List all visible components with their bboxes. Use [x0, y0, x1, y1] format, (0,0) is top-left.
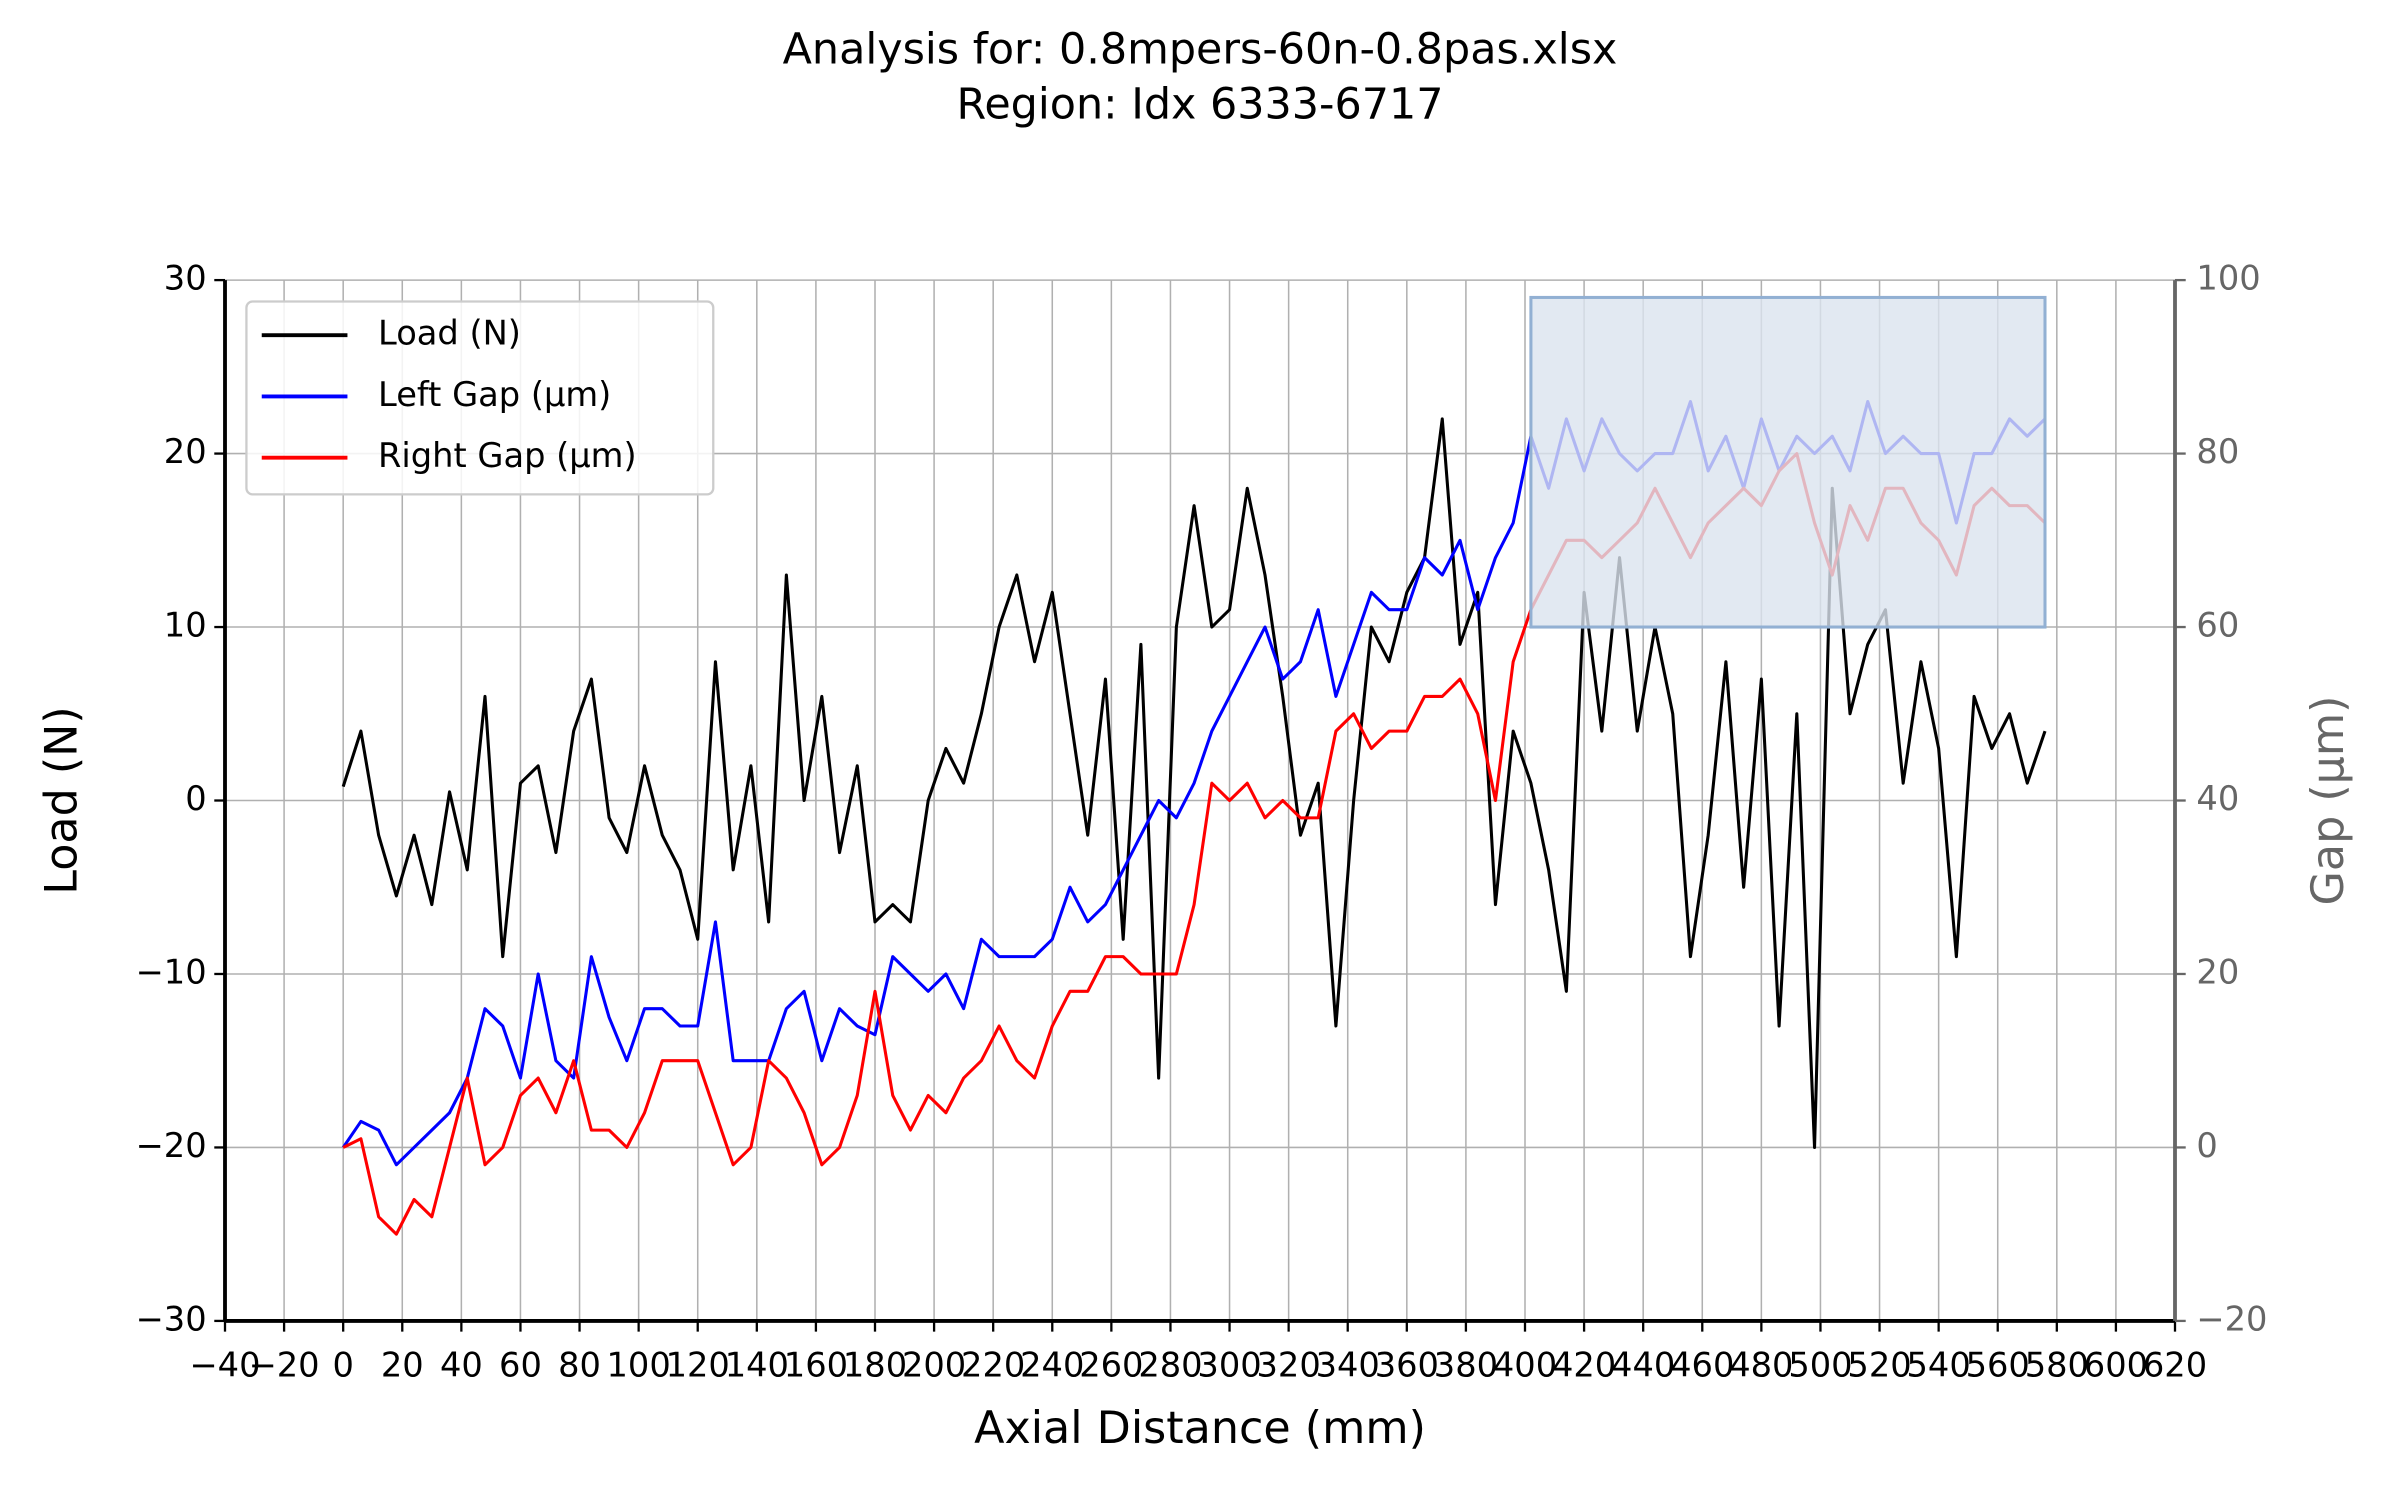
chart-subtitle: Region: Idx 6333-6717: [956, 80, 1443, 130]
y-tick-label: −20: [136, 1126, 207, 1165]
legend-box: [245, 300, 715, 496]
x-tick-label: 220: [961, 1345, 1025, 1384]
x-tick-label: −40: [189, 1345, 260, 1384]
x-tick-label: 560: [1966, 1345, 2030, 1384]
x-tick-label: 520: [1847, 1345, 1911, 1384]
y-axis-label: Load (N): [36, 706, 87, 894]
y2-tick-label: 80: [2196, 432, 2239, 471]
x-tick-label: 20: [381, 1345, 424, 1384]
x-tick-label: 280: [1138, 1345, 1202, 1384]
y2-tick-label: 40: [2196, 779, 2239, 818]
x-tick-label: 140: [725, 1345, 789, 1384]
chart-title: Analysis for: 0.8mpers-60n-0.8pas.xlsx: [783, 25, 1618, 75]
y2-tick-label: 60: [2196, 606, 2239, 645]
highlight-region: [1529, 295, 2047, 629]
x-tick-label: 40: [440, 1345, 483, 1384]
x-tick-label: 300: [1197, 1345, 1261, 1384]
x-tick-label: 0: [332, 1345, 353, 1384]
x-tick-label: 320: [1257, 1345, 1321, 1384]
x-tick-label: 600: [2084, 1345, 2148, 1384]
y2-tick-label: 20: [2196, 952, 2239, 991]
x-tick-label: 60: [499, 1345, 542, 1384]
x-tick-label: 400: [1493, 1345, 1557, 1384]
x-tick-label: 160: [784, 1345, 848, 1384]
x-tick-label: 440: [1611, 1345, 1675, 1384]
x-tick-label: 420: [1552, 1345, 1616, 1384]
x-tick-label: 180: [843, 1345, 907, 1384]
legend-label: Load (N): [378, 314, 521, 353]
x-tick-label: 120: [666, 1345, 730, 1384]
x-tick-label: 360: [1375, 1345, 1439, 1384]
x-tick-label: 480: [1729, 1345, 1793, 1384]
x-tick-label: 460: [1670, 1345, 1734, 1384]
y-tick-label: 30: [164, 259, 207, 298]
y2-tick-label: −20: [2196, 1299, 2267, 1338]
y-tick-label: −10: [136, 952, 207, 991]
y-tick-label: 0: [185, 779, 206, 818]
x-tick-label: 260: [1079, 1345, 1143, 1384]
y2-axis-label: Gap (µm): [2303, 696, 2354, 906]
y-tick-label: 10: [164, 606, 207, 645]
x-tick-label: 540: [1907, 1345, 1971, 1384]
y2-tick-label: 100: [2196, 259, 2260, 298]
series-line: [341, 417, 2047, 1149]
y-tick-label: −30: [136, 1299, 207, 1338]
x-tick-label: 580: [2025, 1345, 2089, 1384]
x-tick-label: 80: [558, 1345, 601, 1384]
x-tick-label: 240: [1020, 1345, 1084, 1384]
x-axis-label: Axial Distance (mm): [974, 1403, 1426, 1454]
y2-tick-label: 0: [2196, 1126, 2217, 1165]
x-tick-label: 200: [902, 1345, 966, 1384]
legend-label: Right Gap (µm): [378, 436, 637, 475]
legend-label: Left Gap (µm): [378, 375, 611, 414]
y-tick-label: 20: [164, 432, 207, 471]
x-tick-label: 620: [2143, 1345, 2207, 1384]
x-tick-label: 100: [607, 1345, 671, 1384]
x-tick-label: 380: [1434, 1345, 1498, 1384]
x-tick-label: 500: [1788, 1345, 1852, 1384]
x-tick-label: 340: [1316, 1345, 1380, 1384]
x-tick-label: −20: [249, 1345, 320, 1384]
